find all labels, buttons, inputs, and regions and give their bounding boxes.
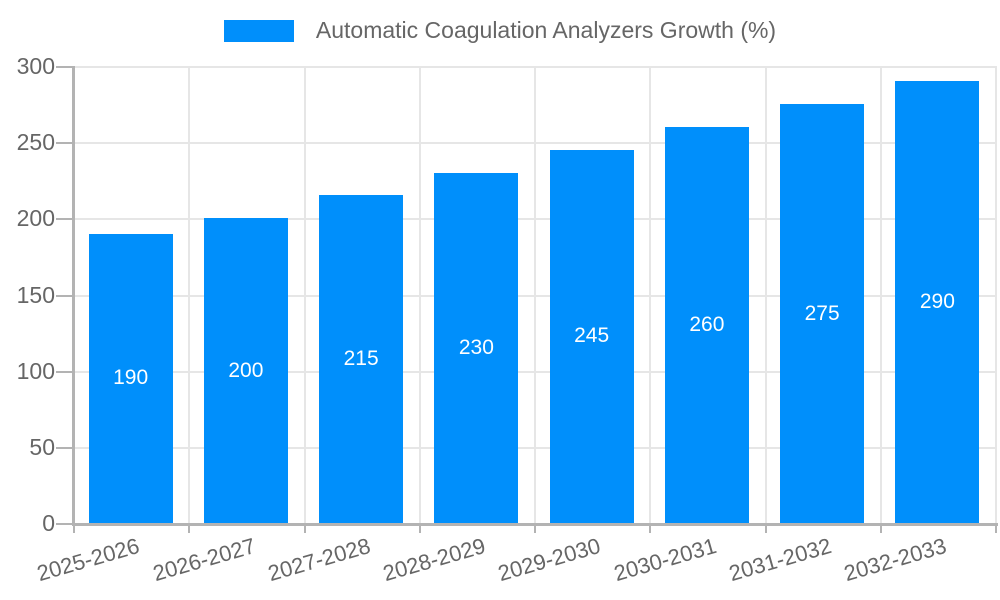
- x-axis-line: [72, 523, 998, 526]
- legend-label: Automatic Coagulation Analyzers Growth (…: [315, 17, 777, 43]
- x-axis-label: 2025-2026: [34, 533, 143, 587]
- y-axis-tick: [56, 66, 73, 68]
- legend[interactable]: Automatic Coagulation Analyzers Growth (…: [0, 17, 1000, 44]
- y-axis-label: 100: [16, 357, 55, 384]
- bar[interactable]: 260: [664, 126, 749, 523]
- y-axis-tick: [56, 370, 73, 373]
- x-gridline: [995, 66, 997, 523]
- x-axis-tick: [879, 523, 882, 533]
- x-axis-tick: [534, 523, 536, 533]
- legend-swatch-icon: [223, 19, 294, 42]
- x-axis-label: 2030-2031: [610, 533, 719, 587]
- x-gridline: [764, 66, 767, 523]
- x-gridline: [418, 66, 421, 523]
- y-axis-label: 300: [16, 53, 55, 79]
- x-gridline: [303, 66, 306, 523]
- x-axis-label: 2029-2030: [495, 533, 604, 587]
- bar-value-label: 275: [804, 301, 840, 325]
- y-axis-line: [72, 66, 75, 523]
- bar-value-label: 200: [228, 358, 264, 382]
- bar[interactable]: 190: [88, 233, 173, 523]
- bar-value-label: 215: [343, 347, 379, 371]
- bar[interactable]: 200: [203, 218, 288, 523]
- y-axis-tick: [56, 142, 73, 145]
- bar[interactable]: 275: [780, 104, 865, 523]
- x-axis-label: 2031-2032: [725, 533, 835, 587]
- y-axis-label: 50: [29, 433, 55, 460]
- bar-value-label: 190: [113, 366, 149, 390]
- y-axis-tick: [56, 218, 73, 221]
- y-axis-tick: [56, 523, 73, 525]
- x-axis-tick: [73, 523, 75, 533]
- y-axis-label: 0: [42, 510, 55, 536]
- bar-value-label: 230: [458, 335, 494, 359]
- x-axis-tick: [764, 523, 767, 533]
- x-gridline: [649, 66, 652, 523]
- x-gridline: [534, 66, 536, 523]
- x-axis-tick: [649, 523, 652, 533]
- x-axis-tick: [995, 523, 997, 533]
- x-gridline: [188, 66, 191, 523]
- bar[interactable]: 230: [434, 172, 519, 523]
- x-axis-label: 2026-2027: [149, 533, 258, 587]
- y-axis-label: 250: [16, 129, 55, 156]
- x-axis-label: 2027-2028: [264, 533, 374, 587]
- bar-value-label: 260: [689, 312, 725, 336]
- x-axis-tick: [418, 523, 421, 533]
- bar-value-label: 245: [574, 324, 610, 348]
- y-axis-tick: [56, 446, 73, 449]
- x-axis-tick: [303, 523, 306, 533]
- bar-value-label: 290: [919, 290, 955, 314]
- y-axis-tick: [56, 294, 73, 297]
- y-axis-label: 200: [16, 205, 55, 232]
- x-axis-label: 2028-2029: [380, 533, 489, 587]
- x-gridline: [879, 66, 882, 523]
- bar[interactable]: 215: [319, 195, 404, 523]
- bar[interactable]: 290: [895, 81, 980, 523]
- x-axis-tick: [188, 523, 191, 533]
- bar[interactable]: 245: [549, 149, 634, 523]
- y-axis-label: 150: [16, 281, 55, 308]
- x-axis-label: 2032-2033: [841, 533, 950, 587]
